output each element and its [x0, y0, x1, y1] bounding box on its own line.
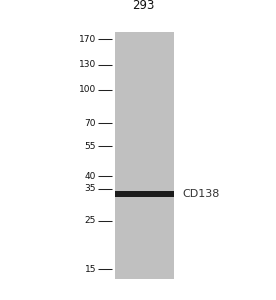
- Text: 35: 35: [84, 184, 96, 194]
- Text: 55: 55: [84, 142, 96, 151]
- Text: CD138: CD138: [182, 190, 219, 200]
- Text: 130: 130: [79, 60, 96, 69]
- Text: 70: 70: [84, 119, 96, 128]
- Bar: [115, 191, 174, 197]
- Bar: [115, 32, 174, 279]
- Text: 40: 40: [85, 172, 96, 181]
- Text: 170: 170: [79, 35, 96, 44]
- Text: 293: 293: [132, 0, 155, 12]
- Text: 100: 100: [79, 85, 96, 94]
- Text: 15: 15: [84, 265, 96, 274]
- Text: 25: 25: [85, 216, 96, 225]
